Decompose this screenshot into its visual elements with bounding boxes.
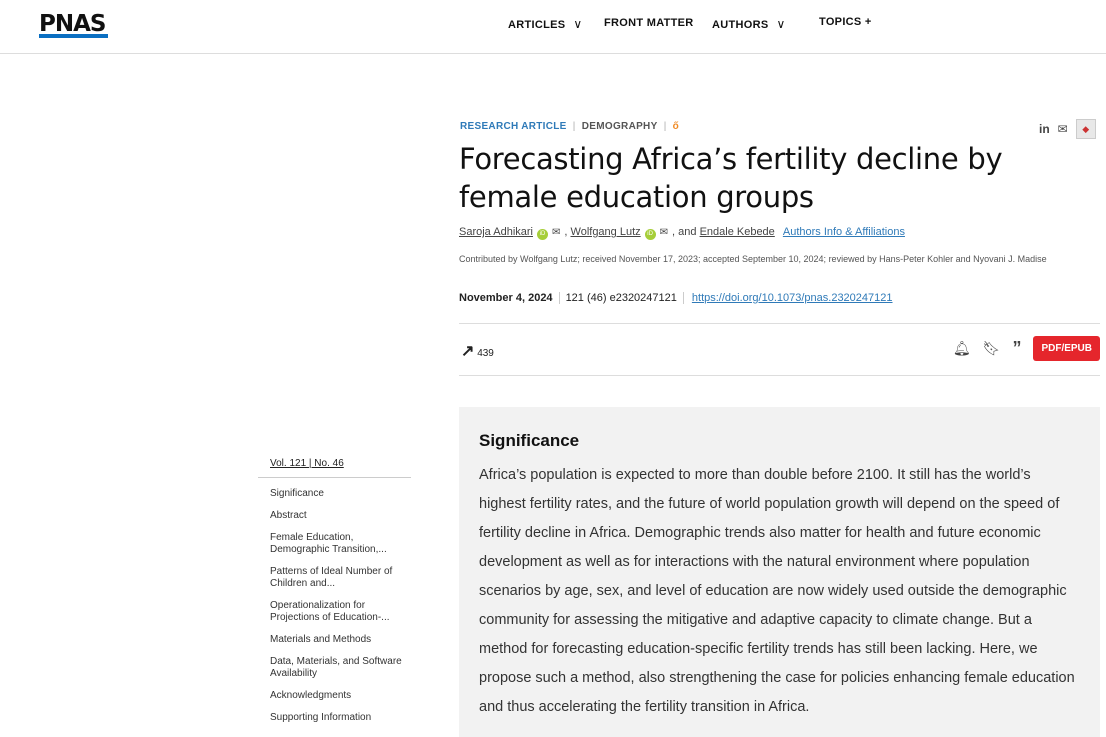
article-type[interactable]: RESEARCH ARTICLE [460, 121, 567, 132]
metrics[interactable]: ↗ 439 [461, 341, 494, 361]
affiliations-link[interactable]: Authors Info & Affiliations [782, 226, 905, 238]
significance-section: Significance Africa’s population is expe… [459, 407, 1100, 737]
nav-authors[interactable]: AUTHORS ∨ [712, 17, 786, 31]
pdf-epub-button[interactable]: PDF/EPUB [1033, 336, 1100, 361]
toc-item[interactable]: Operationalization for Projections of Ed… [270, 600, 390, 623]
bell-icon[interactable]: 🔔︎ [952, 340, 971, 356]
toc-item[interactable]: Patterns of Ideal Number of Children and… [270, 566, 393, 589]
toc-item[interactable]: Acknowledgments [270, 690, 352, 701]
volume-link[interactable]: Vol. 121 | No. 46 [258, 458, 411, 478]
article-toolbar: ↗ 439 🔔︎ 🔖︎ ” PDF/EPUB [459, 323, 1100, 376]
chevron-down-icon: ∨ [573, 17, 583, 31]
publish-date: November 4, 2024 [459, 292, 553, 304]
author-link[interactable]: Endale Kebede [699, 226, 775, 238]
author-link[interactable]: Wolfgang Lutz [570, 226, 641, 238]
toc-item[interactable]: Data, Materials, and Software Availabili… [270, 656, 402, 679]
mail-icon[interactable]: ✉ [659, 227, 669, 238]
logo-underline [39, 34, 108, 38]
doi-link[interactable]: https://doi.org/10.1073/pnas.2320247121 [682, 292, 893, 304]
article-title: Forecasting Africa’s fertility decline b… [459, 142, 1003, 214]
divider: | [572, 121, 576, 132]
site-header: PNAS ARTICLES ∨ FRONT MATTER AUTHORS ∨ TOP… [0, 0, 1106, 54]
chevron-down-icon: ∨ [776, 17, 786, 31]
orcid-icon[interactable]: iD [537, 229, 548, 240]
mail-icon[interactable]: ✉ [1057, 122, 1068, 136]
trending-up-icon: ↗ [461, 343, 475, 360]
open-access-icon: ő [672, 121, 680, 132]
publication-info: November 4, 2024 121 (46) e2320247121 ht… [459, 292, 893, 304]
pnas-logo[interactable]: PNAS [39, 11, 106, 37]
author-link[interactable]: Saroja Adhikari [459, 226, 533, 238]
toc-item[interactable]: Supporting Information [270, 712, 372, 723]
metric-count: 439 [477, 348, 494, 359]
crossmark-icon[interactable]: ◆ [1075, 119, 1096, 139]
linkedin-icon[interactable]: in [1039, 122, 1050, 136]
toc-item[interactable]: Abstract [270, 510, 307, 521]
significance-text: Africa’s population is expected to more … [479, 467, 1075, 715]
toc-item[interactable]: Materials and Methods [270, 634, 372, 645]
nav-articles[interactable]: ARTICLES ∨ [508, 17, 583, 31]
orcid-icon[interactable]: iD [644, 229, 656, 240]
conjunction: , and [672, 226, 697, 238]
bookmark-icon[interactable]: 🔖︎ [982, 340, 1001, 356]
quote-icon[interactable]: ” [1012, 338, 1022, 358]
article-section[interactable]: DEMOGRAPHY [581, 121, 658, 132]
share-tools: in ✉ ◆ [1039, 119, 1096, 139]
toc-item[interactable]: Female Education, Demographic Transition… [270, 532, 387, 555]
contribution-info: Contributed by Wolfgang Lutz; received N… [459, 254, 1047, 264]
divider: | [663, 121, 667, 132]
significance-heading: Significance [479, 431, 580, 450]
nav-topics[interactable]: TOPICS + [819, 16, 872, 28]
nav-front-matter[interactable]: FRONT MATTER [604, 17, 694, 29]
toc-item[interactable]: Significance [270, 488, 324, 499]
author-list: Saroja Adhikari iD ✉, Wolfgang Lutz iD ✉, an… [459, 226, 905, 240]
table-of-contents: Vol. 121 | No. 46 Significance Abstract … [258, 458, 411, 734]
citation: 121 (46) e2320247121 [558, 292, 683, 304]
mail-icon[interactable]: ✉ [552, 227, 561, 238]
article-kicker: RESEARCH ARTICLE | DEMOGRAPHY | ő [460, 121, 679, 132]
plus-icon: + [864, 16, 872, 28]
